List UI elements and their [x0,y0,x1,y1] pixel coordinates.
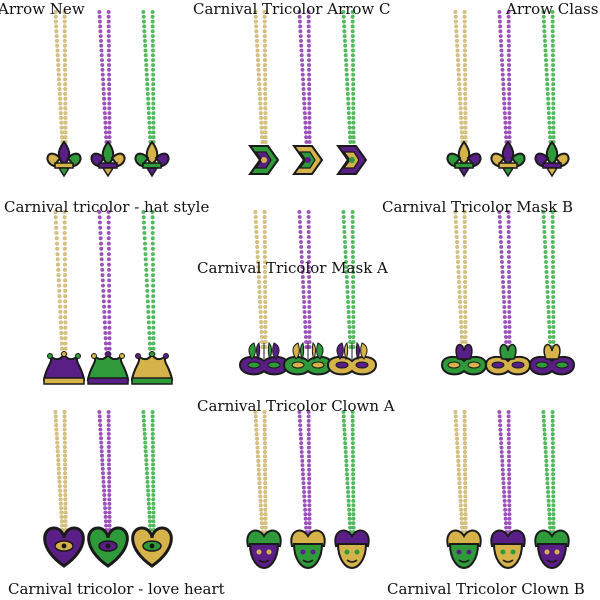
label-carnival-tricolor-love-heart: Carnival tricolor - love heart [8,580,225,598]
label-arrow-new: Arrow New [0,0,85,18]
pendant-clown [246,529,282,570]
bead-strand [497,209,512,350]
bead-strand [97,209,112,357]
fleur-de-lis-necklaces-illustration [46,9,170,178]
bead-strand [453,209,468,350]
heart-necklaces-illustration [43,409,173,568]
arrow-c-necklaces-illustration [248,9,368,175]
label-carnival-tricolor-mask-a: Carnival Tricolor Mask A [197,259,388,277]
bead-strand [297,209,312,350]
label-carnival-tricolor-clown-a: Carnival Tricolor Clown A [197,397,395,415]
pendant-arrowc [292,145,324,175]
mask-b-necklaces-illustration [440,209,576,376]
bead-strand [253,209,268,350]
arrow-class-necklaces-illustration [446,9,570,178]
pendant-clown2 [490,529,526,570]
pendant-fleur2 [534,140,570,178]
pendant-maskplume [484,343,532,376]
product-cell-arrow-class[interactable] [400,0,600,200]
pendant-arrowc [336,145,368,175]
bead-strand [253,9,268,145]
bead-strand [541,409,556,535]
product-cell-mask-a[interactable] [200,200,400,400]
pendant-fleur [90,140,126,178]
pendant-maskfeather [238,341,290,376]
bead-strand [97,409,112,533]
bead-strand [497,409,512,535]
product-cell-arrow-c[interactable] [200,0,400,200]
bead-strand [297,409,312,535]
pendant-fleur [134,140,170,178]
product-cell-mask-b[interactable] [400,200,600,400]
bead-strand [141,409,156,533]
mask-a-necklaces-illustration [238,209,378,376]
pendant-hat [86,351,130,385]
bead-strand [341,9,356,145]
bead-strand [497,9,512,145]
label-carnival-tricolor-clown-b: Carnival Tricolor Clown B [387,580,585,598]
pendant-clown [334,529,370,570]
pendant-clown2 [534,529,570,570]
pendant-maskfeather [326,341,378,376]
product-cell-jester-hat[interactable] [0,200,200,400]
pendant-fleur [46,140,82,178]
pendant-heart [43,526,85,568]
pendant-fleur2 [490,140,526,178]
bead-strand [53,9,68,145]
bead-strand [141,209,156,357]
bead-strand [97,9,112,145]
bead-strand [541,9,556,145]
bead-strand [297,9,312,145]
bead-strand [341,209,356,350]
label-carnival-tricolor-mask-b: Carnival Tricolor Mask B [382,198,574,216]
pendant-arrowc [248,145,280,175]
pendant-heart [131,526,173,568]
product-cell-clown-b[interactable] [400,400,600,600]
clown-a-necklaces-illustration [246,409,370,570]
clown-b-necklaces-illustration [446,409,570,570]
product-cell-heart[interactable] [0,400,200,600]
bead-strand [453,9,468,145]
label-carnival-tricolor-hat-style: Carnival tricolor - hat style [4,198,210,216]
pendant-maskplume [528,343,576,376]
bead-strand [141,9,156,145]
label-arrow-class: Arrow Class [506,0,599,18]
pendant-hat [42,351,86,385]
pendant-clown [290,529,326,570]
bead-strand [53,409,68,533]
bead-strand [453,409,468,535]
pendant-hat [130,351,174,385]
jester-hat-necklaces-illustration [42,209,174,385]
pendant-maskfeather [282,341,334,376]
label-carnival-tricolor-arrow-c: Carnival Tricolor Arrow C [193,0,391,18]
pendant-maskplume [440,343,488,376]
pendant-heart [87,526,129,568]
product-cell-fleur-de-lis[interactable] [0,0,200,200]
bead-strand [53,209,68,357]
bead-strand [541,209,556,350]
product-cell-clown-a[interactable] [200,400,400,600]
bead-strand [253,409,268,535]
pendant-fleur2 [446,140,482,178]
bead-strand [341,409,356,535]
pendant-clown2 [446,529,482,570]
